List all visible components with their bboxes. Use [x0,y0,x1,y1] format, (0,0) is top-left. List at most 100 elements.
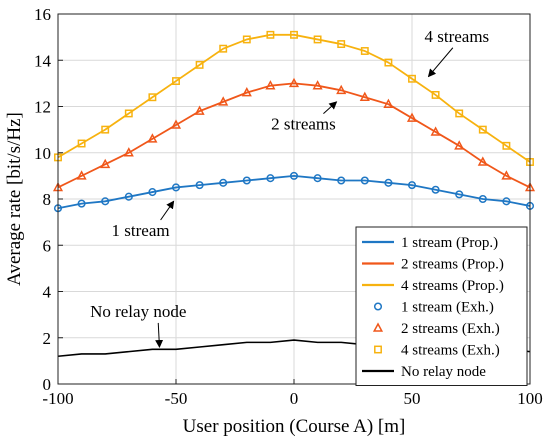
y-tick-label: 0 [43,375,52,394]
data-point-triangle [477,156,488,166]
data-point-circle [195,181,204,190]
legend-entry: No relay node [401,364,486,380]
legend-entry: 1 stream (Prop.) [401,235,498,251]
y-tick-label: 16 [34,5,51,24]
data-point-triangle [359,91,370,101]
tick-labels: -100 -50 0 50 100 0 2 4 6 8 10 12 14 16 [34,5,543,408]
legend-entry: 4 streams (Prop.) [401,278,504,294]
data-point-triangle [383,98,394,108]
data-point-circle [289,171,299,180]
data-point-triangle [76,170,87,180]
data-point-square [408,74,416,83]
data-point-triangle [501,170,512,180]
series-layer [52,30,536,358]
legend-entry: 2 streams (Prop.) [401,257,504,273]
data-point-square [360,47,369,55]
y-tick-label: 2 [43,329,52,348]
data-point-triangle [241,87,252,97]
series-line-2-streams-prop- [57,82,531,189]
y-tick-label: 10 [34,144,51,163]
data-point-square [148,93,157,102]
y-tick-label: 8 [43,190,52,209]
data-point-triangle [194,105,205,115]
data-point-circle [478,194,487,204]
data-point-square [219,44,228,53]
data-point-square [478,125,487,134]
data-point-square [455,109,464,118]
data-point-circle [77,199,86,208]
data-point-circle [266,174,275,183]
y-axis-label: Average rate [bit/s/Hz] [4,112,25,286]
x-tick-label: -50 [165,389,188,408]
data-point-circle [384,178,393,187]
data-point-square [172,77,180,86]
legend: 1 stream (Prop.) 2 streams (Prop.) 4 strea… [355,226,528,386]
data-point-square [77,139,86,148]
data-point-square [502,141,511,150]
data-point-triangle [454,140,465,150]
annotation-label: 4 streams [424,27,489,46]
data-point-circle [124,192,133,201]
data-point-square [266,30,275,39]
annotation-arrow [323,101,338,114]
annotation-label: No relay node [90,302,186,321]
data-point-circle [242,176,251,185]
data-point-triangle [147,133,158,143]
data-point-square [431,90,440,99]
legend-swatch-marker [372,322,384,332]
legend-swatch-marker [374,345,382,354]
series-line-1-stream-prop- [57,174,531,210]
y-tick-label: 14 [34,51,52,70]
data-point-circle [407,181,417,190]
data-point-square [313,35,322,44]
annotations: 4 streams 2 streams 1 stream No relay node [90,27,489,348]
legend-entry: 1 stream (Exh.) [401,300,494,316]
data-point-square [242,35,251,44]
data-point-circle [502,197,511,206]
x-axis-label: User position (Course A) [m] [183,416,406,437]
data-point-square [124,109,133,118]
data-point-triangle [430,126,441,136]
legend-swatch-marker [373,302,383,311]
legend-box [355,226,528,386]
data-point-circle [148,188,157,197]
data-point-triangle [123,147,134,157]
x-tick-label: -100 [42,389,73,408]
data-point-triangle [265,80,276,90]
data-point-triangle [218,96,229,106]
data-point-square [337,40,346,49]
annotation-label: 2 streams [271,115,336,134]
x-tick-label: 100 [517,389,543,408]
legend-entry: 2 streams (Exh.) [401,321,500,337]
annotation-arrow [427,47,454,78]
annotation-label: 1 stream [112,221,170,240]
annotation-arrow [160,200,175,221]
x-tick-label: 0 [290,389,299,408]
data-point-circle [101,197,110,206]
data-point-triangle [100,158,111,169]
legend-entry: 4 streams (Exh.) [401,343,500,359]
data-point-triangle [170,119,182,129]
data-point-triangle [406,112,418,122]
data-point-triangle [288,77,300,88]
data-point-circle [431,185,440,194]
data-point-circle [171,183,181,192]
data-point-circle [219,178,228,187]
data-point-triangle [336,84,347,95]
data-point-circle [360,176,369,185]
y-tick-label: 12 [34,98,51,117]
data-point-square [384,58,393,67]
y-tick-label: 4 [43,283,52,302]
data-point-triangle [312,80,323,90]
y-tick-label: 6 [43,236,52,255]
data-point-circle [337,176,346,185]
series-line-4-streams-prop- [57,33,531,163]
annotation-arrow [155,322,164,348]
data-point-square [290,30,298,39]
data-point-square [101,125,110,134]
data-point-circle [313,174,322,183]
data-point-circle [455,190,464,199]
data-point-square [195,60,204,69]
x-tick-label: 50 [404,389,421,408]
